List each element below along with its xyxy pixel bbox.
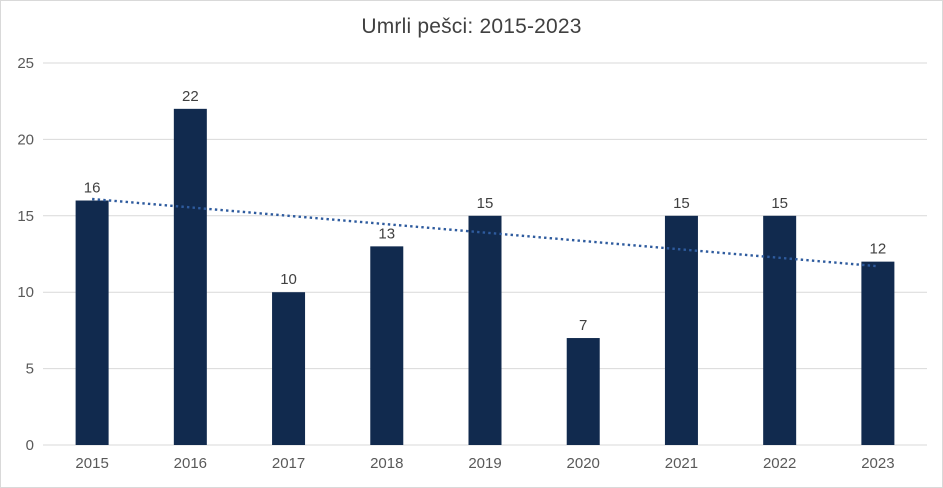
x-tick-label: 2023 [861,455,894,472]
y-tick-label: 20 [17,131,34,148]
y-tick-label: 15 [17,208,34,225]
bar-2015 [75,200,109,445]
x-tick-label: 2019 [468,455,501,472]
bar-2020 [566,338,600,445]
data-label: 13 [378,225,395,242]
y-tick-label: 5 [26,361,34,378]
x-tick-label: 2020 [567,455,600,472]
y-tick-label: 0 [26,437,34,454]
x-tick-label: 2018 [370,455,403,472]
data-label: 15 [477,195,494,212]
data-label: 16 [84,180,101,197]
x-tick-label: 2015 [75,455,108,472]
data-label: 15 [673,195,690,212]
data-label: 15 [771,195,788,212]
x-tick-label: 2022 [763,455,796,472]
data-label: 12 [870,241,887,258]
y-tick-label: 25 [17,55,34,72]
x-tick-label: 2017 [272,455,305,472]
x-tick-label: 2021 [665,455,698,472]
chart-title: Umrli pešci: 2015-2023 [361,15,582,38]
bar-2022 [763,215,797,445]
bar-2016 [173,108,207,445]
data-label: 10 [280,271,297,288]
bar-2021 [664,215,698,445]
data-label: 7 [579,317,587,334]
trendline [92,197,878,268]
bar-2017 [272,292,306,445]
data-label: 22 [182,88,199,105]
bar-2019 [468,215,502,445]
bar-2018 [370,246,404,445]
x-tick-label: 2016 [174,455,207,472]
bar-2023 [861,261,895,445]
y-tick-label: 10 [17,284,34,301]
